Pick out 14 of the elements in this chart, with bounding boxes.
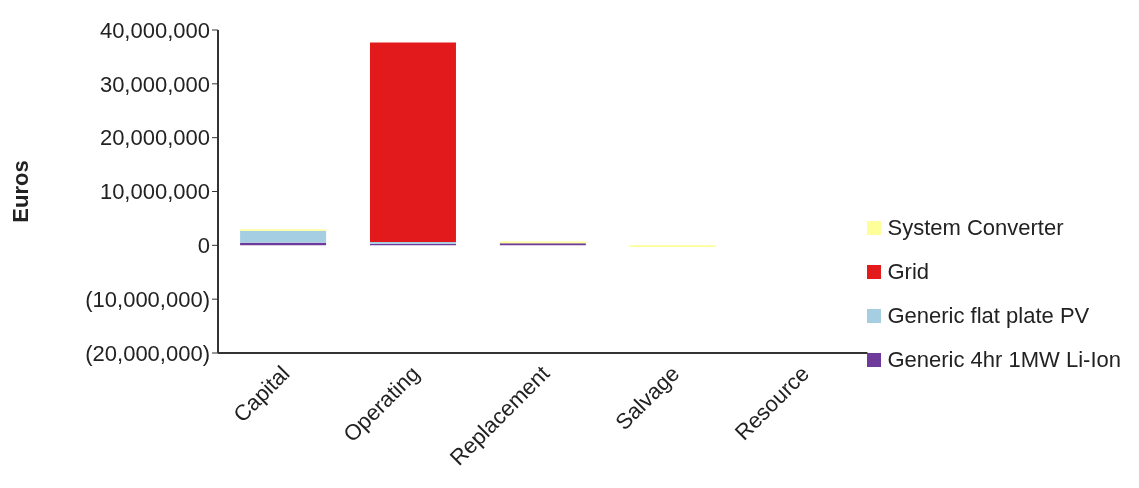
legend-label: Generic 4hr 1MW Li-Ion bbox=[887, 347, 1121, 373]
y-tick-label: 40,000,000 bbox=[99, 17, 210, 43]
y-tick-label: 10,000,000 bbox=[99, 179, 210, 205]
y-tick-label: (10,000,000) bbox=[85, 286, 210, 312]
y-tick-label: 30,000,000 bbox=[99, 71, 210, 97]
bar bbox=[369, 42, 456, 243]
legend-label: Grid bbox=[887, 259, 930, 285]
y-tick-label: 0 bbox=[197, 233, 210, 259]
y-axis-title: Euros bbox=[7, 160, 33, 223]
y-tick-label: (20,000,000) bbox=[85, 340, 210, 366]
legend-label: System Converter bbox=[887, 215, 1064, 241]
bar bbox=[240, 230, 327, 243]
legend-label: Generic flat plate PV bbox=[887, 303, 1090, 329]
y-tick-label: 20,000,000 bbox=[99, 125, 210, 151]
